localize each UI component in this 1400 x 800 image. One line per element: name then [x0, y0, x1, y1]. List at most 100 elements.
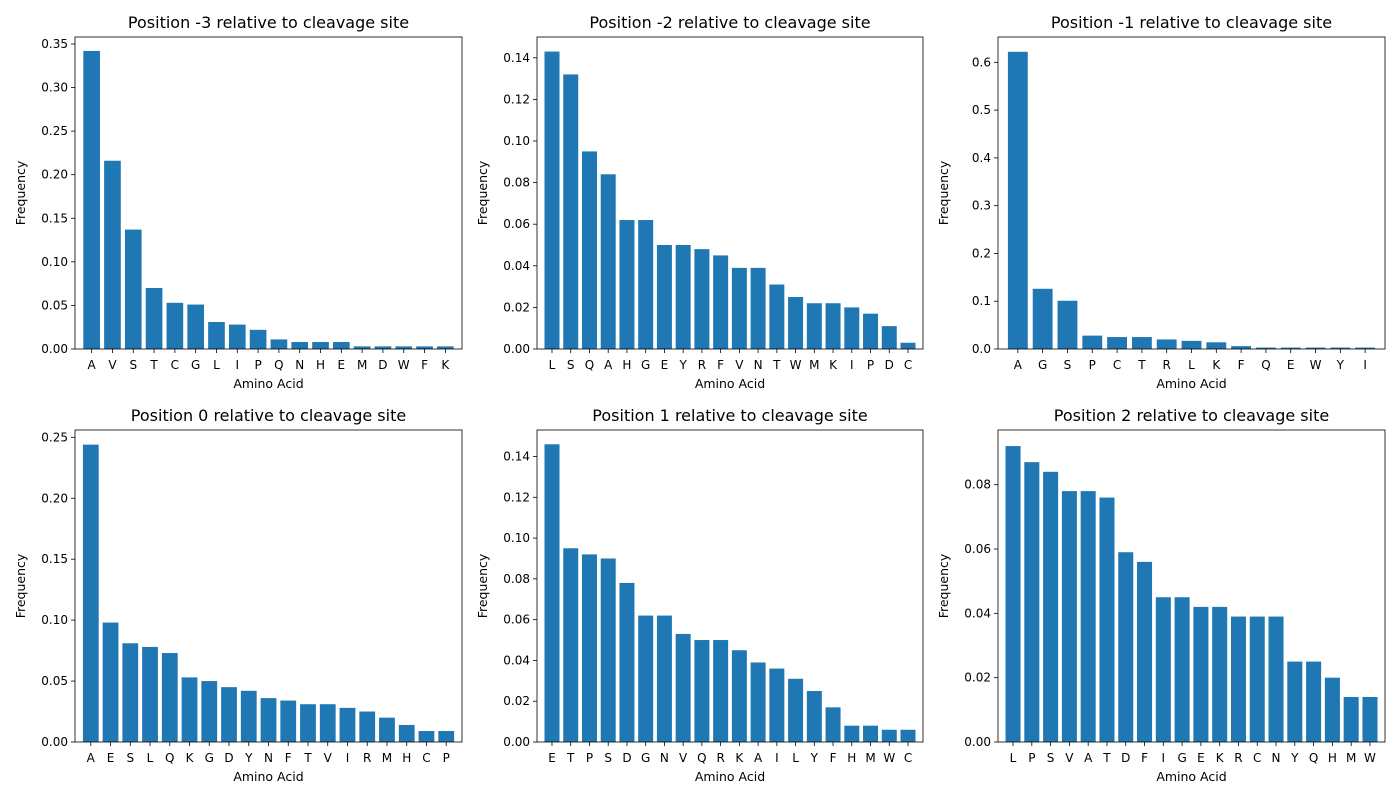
y-axis-label: Frequency: [475, 553, 490, 618]
bar-T: [1131, 337, 1152, 349]
bar-G: [1032, 288, 1053, 349]
x-tick-label: L: [1010, 751, 1017, 765]
bar-S: [600, 558, 616, 742]
bar-S: [122, 643, 139, 742]
x-tick-label: S: [1064, 358, 1072, 372]
x-tick-label: D: [1121, 751, 1130, 765]
y-tick-label: 0.3: [972, 199, 991, 213]
bar-G: [201, 681, 218, 742]
chart-title: Position 1 relative to cleavage site: [592, 406, 867, 425]
x-tick-label: R: [1163, 358, 1171, 372]
y-tick-label: 0.04: [964, 606, 991, 620]
bar-Q: [1306, 661, 1322, 742]
axes-frame: [74, 36, 463, 350]
bar-K: [1212, 606, 1228, 742]
x-tick-label: P: [867, 358, 874, 372]
y-tick-label: 0.00: [503, 735, 530, 749]
bar-L: [788, 678, 804, 742]
x-tick-label: D: [378, 358, 387, 372]
x-tick-label: F: [285, 751, 292, 765]
bar-V: [1061, 491, 1077, 742]
chart-panel-1: L S Q A H G E Y R F V N T W M K I P D C 0.00 0.02 0.04 0.06 0.08…: [475, 13, 924, 391]
y-tick-label: 0.14: [503, 51, 530, 65]
y-tick-label: 0.0: [972, 342, 991, 356]
bar-C: [900, 729, 916, 742]
bar-V: [319, 704, 336, 742]
bar-R: [1230, 616, 1246, 742]
y-tick-label: 0.04: [503, 653, 530, 667]
x-tick-label: C: [904, 751, 912, 765]
x-tick-label: F: [1238, 358, 1245, 372]
x-tick-label: I: [1363, 358, 1367, 372]
x-tick-label: T: [772, 358, 781, 372]
bar-D: [619, 582, 635, 742]
y-tick-label: 0.14: [503, 450, 530, 464]
bar-W: [788, 297, 804, 349]
y-tick-label: 0.6: [972, 55, 991, 69]
x-tick-label: W: [790, 358, 802, 372]
x-tick-label: I: [775, 751, 779, 765]
bar-E: [656, 245, 672, 349]
y-axis-label: Frequency: [13, 160, 28, 225]
chart-title: Position 0 relative to cleavage site: [131, 406, 406, 425]
bar-I: [339, 707, 356, 743]
bar-K: [1206, 342, 1227, 349]
y-tick-label: 0.06: [964, 542, 991, 556]
bar-E: [1193, 606, 1209, 742]
bar-H: [312, 342, 329, 349]
x-tick-label: Y: [244, 751, 253, 765]
x-tick-label: A: [87, 751, 96, 765]
chart-panel-2: A G S P C T R L K F Q E W Y I 0.0 0.1 0.2 0.3 0.4 0.5 0.6 Posi…: [936, 13, 1386, 391]
x-tick-label: K: [829, 358, 838, 372]
x-tick-label: A: [754, 751, 763, 765]
y-tick-label: 0.08: [964, 478, 991, 492]
bar-P: [1024, 462, 1040, 742]
x-tick-label: F: [830, 751, 837, 765]
y-tick-label: 0.20: [41, 491, 68, 505]
x-tick-label: E: [1287, 358, 1295, 372]
x-tick-label: L: [1188, 358, 1195, 372]
x-tick-label: F: [1141, 751, 1148, 765]
y-tick-label: 0.25: [41, 430, 68, 444]
bar-L: [1181, 340, 1202, 349]
x-tick-label: S: [129, 358, 137, 372]
bar-I: [1355, 347, 1376, 349]
x-tick-label: Y: [1336, 358, 1345, 372]
x-tick-label: Y: [810, 751, 819, 765]
axes-frame: [997, 429, 1386, 743]
bar-K: [825, 303, 841, 349]
y-tick-label: 0.15: [41, 211, 68, 225]
x-tick-label: R: [698, 358, 706, 372]
bar-C: [1107, 337, 1127, 349]
x-tick-label: W: [883, 751, 895, 765]
x-tick-label: E: [107, 751, 115, 765]
chart-panel-5: L P S V A T D F I G E K R C N Y Q H M W 0.00 0.02 0.04 0.06 0.08…: [936, 406, 1386, 784]
x-axis-label: Amino Acid: [1156, 769, 1226, 784]
x-tick-label: E: [1197, 751, 1205, 765]
bar-T: [769, 284, 785, 349]
bar-T: [300, 704, 316, 742]
x-tick-label: E: [661, 358, 669, 372]
y-tick-label: 0.08: [503, 572, 530, 586]
x-tick-label: Q: [1261, 358, 1270, 372]
axes-frame: [997, 36, 1386, 350]
x-tick-label: M: [382, 751, 392, 765]
x-tick-label: N: [295, 358, 304, 372]
x-tick-label: M: [1346, 751, 1356, 765]
x-tick-label: I: [1162, 751, 1166, 765]
bar-Y: [1330, 347, 1351, 349]
x-tick-label: P: [254, 358, 261, 372]
x-tick-label: V: [735, 358, 744, 372]
x-tick-label: V: [679, 751, 688, 765]
bar-M: [806, 303, 822, 349]
chart-title: Position -1 relative to cleavage site: [1051, 13, 1332, 32]
bar-Q: [694, 640, 710, 742]
y-tick-label: 0.05: [41, 674, 68, 688]
y-tick-label: 0.12: [503, 92, 530, 106]
y-tick-label: 0.10: [503, 134, 530, 148]
y-tick-label: 0.25: [41, 124, 68, 138]
y-axis-label: Frequency: [936, 160, 951, 225]
y-tick-label: 0.06: [503, 217, 530, 231]
y-tick-label: 0.10: [503, 531, 530, 545]
